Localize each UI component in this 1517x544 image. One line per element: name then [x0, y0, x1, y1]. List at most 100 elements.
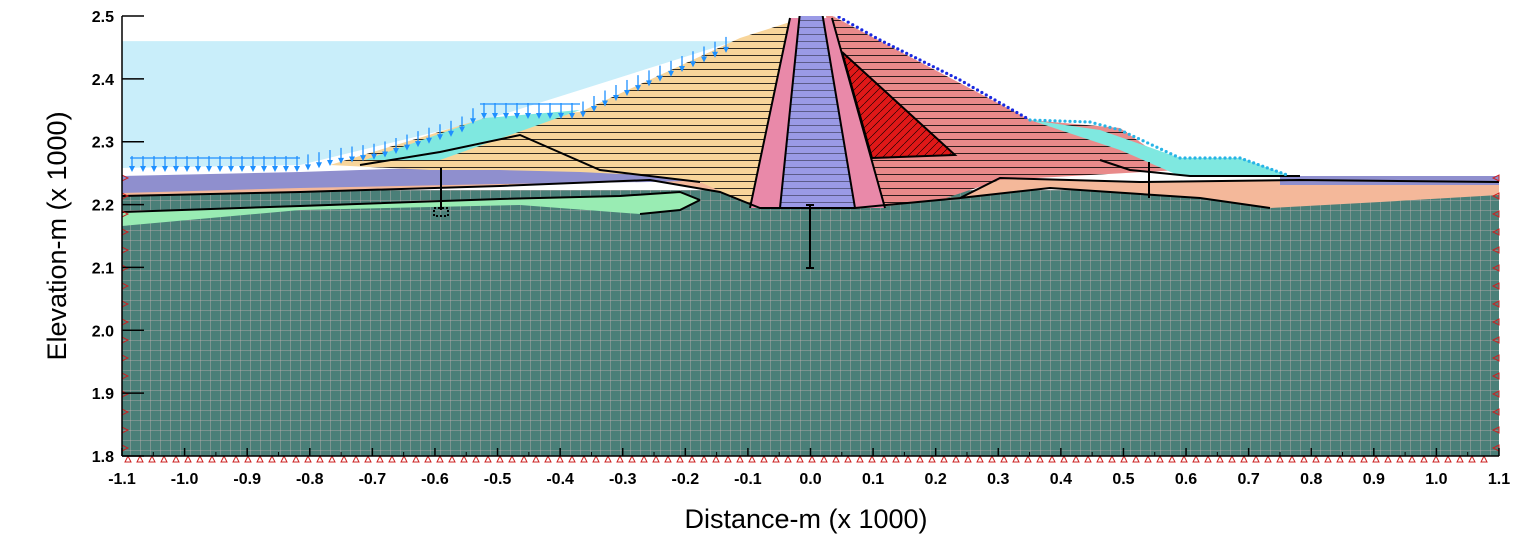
surface-node	[1261, 164, 1265, 168]
boundary-marker-right	[1491, 300, 1500, 308]
boundary-marker-bottom	[256, 454, 264, 463]
x-tick-label: -0.4	[546, 471, 574, 488]
boundary-marker-bottom	[1396, 454, 1404, 463]
x-tick-label: 0.9	[1363, 471, 1385, 488]
boundary-marker-bottom	[1120, 454, 1128, 463]
load-arrowhead	[580, 111, 586, 118]
surface-node	[1218, 156, 1222, 160]
boundary-marker-bottom	[220, 454, 228, 463]
load-arrowhead	[272, 166, 278, 172]
surface-node	[997, 100, 1001, 105]
boundary-marker-bottom	[892, 454, 900, 463]
boundary-marker-bottom	[472, 454, 480, 463]
boundary-marker-bottom	[988, 454, 996, 463]
load-arrowhead	[701, 56, 707, 63]
surface-node	[891, 45, 895, 49]
surface-node	[1270, 167, 1274, 172]
surface-node	[1048, 119, 1052, 123]
boundary-marker-bottom	[688, 454, 696, 463]
boundary-marker-bottom	[400, 454, 408, 463]
load-arrowhead	[261, 166, 267, 172]
load-arrowhead	[206, 166, 212, 172]
boundary-marker-bottom	[148, 454, 156, 463]
load-arrowhead	[349, 156, 355, 163]
load-arrowhead	[217, 166, 223, 172]
y-tick-label: 1.8	[92, 449, 114, 466]
load-arrowhead	[151, 166, 157, 172]
boundary-marker-bottom	[616, 454, 624, 463]
boundary-marker-bottom	[724, 454, 732, 463]
x-tick-label: -0.9	[233, 471, 261, 488]
piezometer-core	[806, 204, 814, 269]
boundary-marker-bottom	[304, 454, 312, 463]
x-tick-label: -1.0	[171, 471, 199, 488]
boundary-marker-bottom	[1228, 454, 1236, 463]
load-arrowhead	[327, 160, 333, 166]
boundary-marker-bottom	[1300, 454, 1308, 463]
surface-node	[1073, 119, 1077, 124]
surface-node	[1006, 105, 1010, 110]
surface-node	[1164, 149, 1168, 154]
boundary-marker-bottom	[640, 454, 648, 463]
x-tick-label: -1.1	[108, 471, 136, 488]
boundary-marker-bottom	[1468, 454, 1476, 463]
surface-node	[1146, 141, 1150, 145]
boundary-marker-bottom	[712, 454, 720, 463]
surface-node	[1098, 123, 1102, 127]
load-arrowhead	[448, 130, 454, 137]
boundary-marker-bottom	[1444, 454, 1452, 463]
surface-node	[837, 16, 841, 19]
load-arrowhead	[140, 166, 146, 172]
x-tick-label: 0.5	[1112, 471, 1134, 488]
y-axis-title: Elevation-m (x 1000)	[42, 111, 72, 360]
x-tick-label: -0.1	[734, 471, 762, 488]
boundary-marker-bottom	[1480, 454, 1488, 463]
load-arrowhead	[459, 126, 465, 133]
surface-node	[1178, 156, 1182, 160]
surface-node	[869, 33, 873, 37]
boundary-marker-right	[1491, 318, 1500, 326]
boundary-marker-bottom	[856, 454, 864, 463]
surface-node	[1183, 156, 1187, 160]
surface-node	[1058, 119, 1062, 123]
boundary-marker-right	[1491, 408, 1500, 416]
surface-node	[1173, 154, 1177, 158]
surface-node	[860, 28, 864, 32]
x-tick-label: 0.0	[799, 471, 821, 488]
surface-node	[1010, 108, 1015, 112]
boundary-marker-right	[1491, 354, 1500, 362]
downstream-shell-hatch	[825, 16, 1180, 208]
boundary-condition-markers	[121, 174, 1500, 463]
surface-node	[1103, 124, 1107, 128]
surface-node	[851, 23, 855, 27]
surface-node	[975, 88, 980, 92]
surface-node	[1113, 127, 1117, 131]
x-tick-label: -0.5	[484, 471, 512, 488]
surface-node	[993, 98, 997, 102]
crest-surface-nodes	[833, 16, 1288, 176]
x-axis-ticks: -1.1 -1.0 -0.9 -0.8 -0.7 -0.6 -0.5 -0.4 -0.3 -0.2…	[108, 448, 1510, 488]
boundary-marker-bottom	[1072, 454, 1080, 463]
surface-node	[846, 20, 850, 24]
boundary-marker-bottom	[1348, 454, 1356, 463]
boundary-marker-bottom	[1372, 454, 1380, 463]
load-arrowhead	[514, 113, 520, 119]
load-arrowhead	[503, 113, 509, 119]
boundary-marker-bottom	[1456, 454, 1464, 463]
boundary-marker-bottom	[1108, 454, 1116, 463]
load-arrowhead	[558, 113, 564, 119]
boundary-marker-bottom	[1324, 454, 1332, 463]
boundary-marker-bottom	[676, 454, 684, 463]
x-tick-label: 1.1	[1488, 471, 1510, 488]
boundary-marker-bottom	[1180, 454, 1188, 463]
surface-node	[1024, 115, 1028, 120]
load-arrowhead	[646, 80, 652, 87]
boundary-marker-bottom	[244, 454, 252, 463]
surface-node	[1228, 156, 1232, 160]
surface-node	[1274, 169, 1278, 173]
boundary-marker-bottom	[1240, 454, 1248, 463]
boundary-marker-bottom	[820, 454, 828, 463]
surface-node	[900, 49, 904, 53]
boundary-marker-bottom	[184, 454, 192, 463]
boundary-marker-bottom	[484, 454, 492, 463]
